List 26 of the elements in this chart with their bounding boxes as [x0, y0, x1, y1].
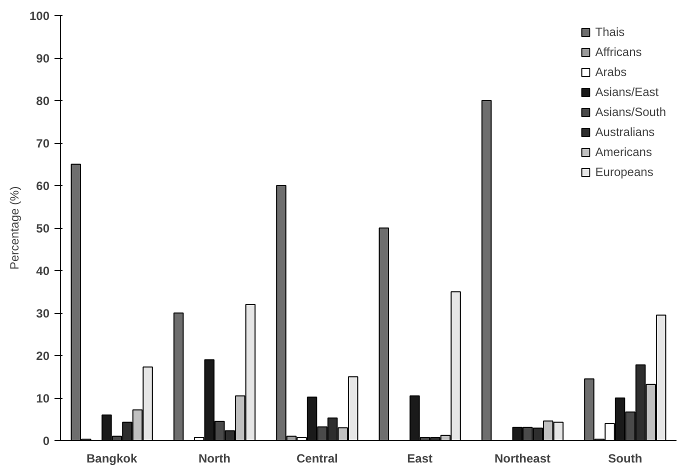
x-tick-label: South [608, 452, 642, 466]
x-tick-label: East [407, 452, 433, 466]
legend-label: Asians/East [595, 85, 659, 99]
y-tick-label: 60 [36, 179, 50, 193]
y-tick-label: 100 [29, 9, 50, 23]
legend-label: Thais [595, 25, 625, 39]
legend-label: Arabs [595, 65, 627, 79]
legend-label: Europeans [595, 165, 654, 179]
x-tick-label: North [198, 452, 231, 466]
legend-label: Asians/South [595, 105, 666, 119]
y-tick-label: 40 [36, 264, 50, 278]
y-tick-label: 30 [36, 306, 50, 320]
y-tick-label: 10 [36, 392, 50, 406]
legend-label: Americans [595, 145, 652, 159]
y-tick-label: 0 [42, 434, 50, 448]
x-tick-label: Bangkok [86, 452, 138, 466]
legend-label: Australians [595, 125, 655, 139]
legend-label: Affricans [595, 45, 642, 59]
y-tick-label: 20 [36, 349, 50, 363]
y-axis-title: Percentage (%) [7, 186, 22, 270]
x-tick-label: Central [296, 452, 338, 466]
y-tick-label: 50 [36, 222, 50, 236]
y-tick-label: 80 [36, 94, 50, 108]
y-tick-label: 70 [36, 136, 50, 150]
y-tick-label: 90 [36, 52, 50, 66]
x-tick-label: Northeast [494, 452, 551, 466]
